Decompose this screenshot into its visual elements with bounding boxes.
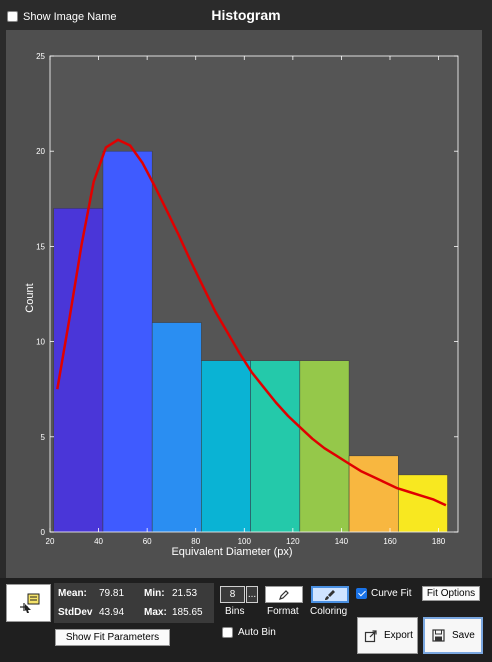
- y-axis-label: Count: [24, 283, 36, 312]
- coloring-button[interactable]: [311, 586, 349, 603]
- show-image-name-label: Show Image Name: [23, 11, 117, 23]
- min-value: 21.53: [172, 588, 198, 599]
- auto-bin-label: Auto Bin: [238, 627, 276, 638]
- mean-label: Mean:: [58, 588, 87, 599]
- curve-fit-label: Curve Fit: [371, 588, 412, 599]
- x-axis-label: Equivalent Diameter (px): [171, 546, 292, 558]
- y-tick-label: 10: [36, 338, 45, 347]
- brush-icon: [325, 589, 335, 600]
- x-tick-label: 60: [143, 537, 152, 546]
- y-tick-label: 5: [41, 433, 46, 442]
- bins-more-button[interactable]: ...: [246, 586, 258, 603]
- stddev-value: 43.94: [99, 607, 125, 618]
- save-button[interactable]: Save: [423, 617, 483, 654]
- format-button[interactable]: [265, 586, 303, 603]
- auto-bin-checkbox[interactable]: [222, 627, 233, 638]
- export-button[interactable]: Export: [357, 617, 418, 654]
- x-tick-label: 40: [94, 537, 103, 546]
- y-tick-label: 15: [36, 242, 45, 251]
- pencil-icon: [279, 589, 289, 600]
- bins-label: Bins: [225, 606, 245, 617]
- x-tick-label: 180: [432, 537, 446, 546]
- y-tick-label: 20: [36, 147, 45, 156]
- max-value: 185.65: [172, 607, 203, 618]
- save-label: Save: [452, 630, 475, 641]
- page-title: Histogram: [211, 7, 281, 23]
- histogram-bar: [250, 360, 301, 533]
- export-label: Export: [384, 630, 413, 641]
- histogram-bar: [151, 322, 202, 533]
- fit-options-button[interactable]: Fit Options: [422, 586, 480, 601]
- top-bar: Show Image Name Histogram: [0, 0, 492, 30]
- fit-curve-line: [56, 138, 447, 507]
- plot-frame: [49, 55, 459, 533]
- select-tool-button[interactable]: [6, 584, 51, 622]
- max-label: Max:: [144, 607, 167, 618]
- stddev-label: StdDev: [58, 607, 93, 618]
- show-fit-parameters-button[interactable]: Show Fit Parameters: [55, 629, 170, 646]
- min-label: Min:: [144, 588, 165, 599]
- x-tick-label: 140: [335, 537, 349, 546]
- x-tick-label: 120: [286, 537, 300, 546]
- histogram-bar: [201, 360, 251, 533]
- x-tick-label: 20: [46, 537, 55, 546]
- y-tick-label: 0: [41, 528, 46, 537]
- x-tick-label: 100: [238, 537, 252, 546]
- bins-input[interactable]: 8: [220, 586, 245, 603]
- histogram-bar: [102, 150, 153, 533]
- coloring-label: Coloring: [310, 606, 348, 617]
- x-tick-label: 160: [383, 537, 397, 546]
- histogram-chart: 20 40 60 80 100 120 140 160 180 0 5 10 15 20 25 Equiva…: [24, 52, 459, 558]
- mean-value: 79.81: [99, 588, 125, 599]
- format-label: Format: [267, 606, 299, 617]
- stats-panel: Mean: 79.81 Min: 21.53 StdDev 43.94 Max:…: [54, 583, 214, 623]
- export-icon: [364, 629, 377, 642]
- y-tick-label: 25: [36, 52, 45, 61]
- select-region-icon: [19, 593, 39, 613]
- x-tick-label: 80: [191, 537, 200, 546]
- save-icon: [432, 629, 445, 642]
- histogram-bar: [348, 455, 399, 533]
- curve-fit-checkbox[interactable]: [356, 588, 367, 599]
- histogram-bar: [299, 360, 350, 533]
- chart-panel: 20 40 60 80 100 120 140 160 180 0 5 10 15 20 25 Equiva…: [6, 30, 482, 578]
- show-image-name-checkbox[interactable]: [7, 11, 18, 22]
